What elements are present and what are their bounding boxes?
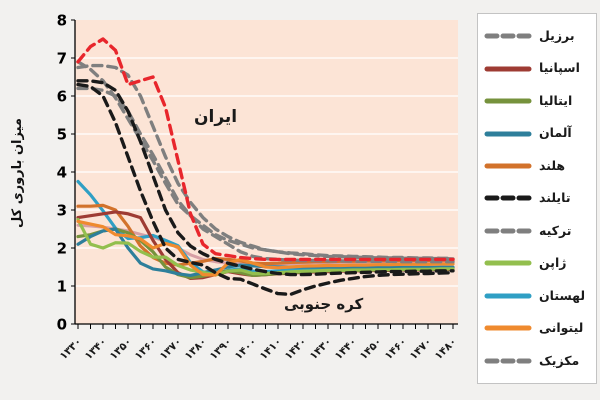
series-line-ژاپن — [76, 217, 455, 277]
x-tick-label: ۱۳۸۰ — [183, 336, 210, 363]
legend-swatch-line — [484, 33, 532, 39]
x-tick-label: ۱۳۹۰ — [208, 336, 235, 363]
legend-item: لیتوانی — [484, 315, 592, 341]
legend-label: ایتالیا — [539, 92, 573, 108]
legend-label: تایلند — [539, 190, 571, 206]
legend-item: تایلند — [484, 185, 592, 211]
legend-label: لیتوانی — [539, 320, 584, 336]
series-line-کره جنوبی — [76, 82, 455, 297]
legend-swatch-line — [484, 66, 532, 72]
legend-item: اسپانیا — [484, 56, 592, 82]
y-tick-label: 7 — [57, 50, 67, 68]
legend-item: هلند — [484, 153, 592, 179]
x-tick-label: ۱۴۲۰ — [283, 336, 310, 363]
legend-swatch-line — [484, 131, 532, 137]
x-tick-label: ۱۳۷۰ — [158, 336, 185, 363]
legend-item: برزیل — [484, 23, 592, 49]
x-tick-label: ۱۴۴۰ — [333, 336, 360, 363]
legend-item: لهستان — [484, 283, 592, 309]
legend-swatch-line — [484, 293, 532, 299]
x-tick-label: ۱۴۱۰ — [258, 336, 285, 363]
x-tick-label: ۱۴۸۰ — [433, 336, 460, 363]
legend-label: لهستان — [539, 287, 586, 303]
series-line-ترکیه — [76, 60, 455, 260]
x-tick-label: ۱۳۴۰ — [83, 336, 110, 363]
series-line-تایلند — [76, 79, 455, 277]
x-tick-label: ۱۳۶۰ — [133, 336, 160, 363]
legend-swatch-line — [484, 260, 532, 266]
y-tick-label: 4 — [57, 164, 67, 182]
x-tick-label: ۱۴۳۰ — [308, 336, 335, 363]
legend-label: ترکیه — [539, 222, 572, 238]
y-axis-title: میزان باروری کل — [10, 118, 25, 228]
legend-swatch-line — [484, 228, 532, 234]
annotation-south-korea-label: کره جنوبی — [284, 295, 364, 313]
legend-item: آلمان — [484, 121, 592, 147]
series-line-لیتوانی — [76, 219, 455, 277]
legend-item: ایتالیا — [484, 88, 592, 114]
y-tick-label: 6 — [57, 88, 67, 106]
legend-swatch-line — [484, 358, 532, 364]
legend-label: آلمان — [539, 125, 572, 141]
legend-box: برزیل اسپانیا ایتالیا آلمان هلند تایلند ترکیه ژ… — [477, 13, 597, 384]
legend-swatch-line — [484, 98, 532, 104]
legend-label: هلند — [539, 157, 566, 173]
legend-item: مکزیک — [484, 348, 592, 374]
x-tick-label: ۱۴۵۰ — [358, 336, 385, 363]
series-line-ایران — [76, 37, 455, 262]
legend-item: ژاپن — [484, 250, 592, 276]
y-tick-label: 0 — [57, 316, 67, 334]
legend-swatch-line — [484, 325, 532, 331]
x-tick-label: ۱۴۰۰ — [233, 336, 260, 363]
legend-swatch-line — [484, 195, 532, 201]
legend-label: ژاپن — [539, 255, 567, 271]
x-tick-label: ۱۴۶۰ — [383, 336, 410, 363]
x-tick-label: ۱۴۷۰ — [408, 336, 435, 363]
legend-swatch-line — [484, 163, 532, 169]
y-tick-label: 1 — [57, 278, 67, 296]
annotation-iran-label: ایران — [194, 107, 238, 127]
y-tick-label: 5 — [57, 126, 67, 144]
x-tick-label: ۱۳۳۰ — [58, 336, 85, 363]
x-tick-label: ۱۳۵۰ — [108, 336, 135, 363]
y-tick-label: 3 — [57, 202, 67, 220]
legend-item: ترکیه — [484, 218, 592, 244]
legend-label: اسپانیا — [539, 60, 580, 76]
y-tick-label: 2 — [57, 240, 67, 258]
legend-label: برزیل — [539, 27, 575, 43]
legend-label: مکزیک — [539, 352, 580, 368]
y-tick-label: 8 — [57, 12, 67, 30]
